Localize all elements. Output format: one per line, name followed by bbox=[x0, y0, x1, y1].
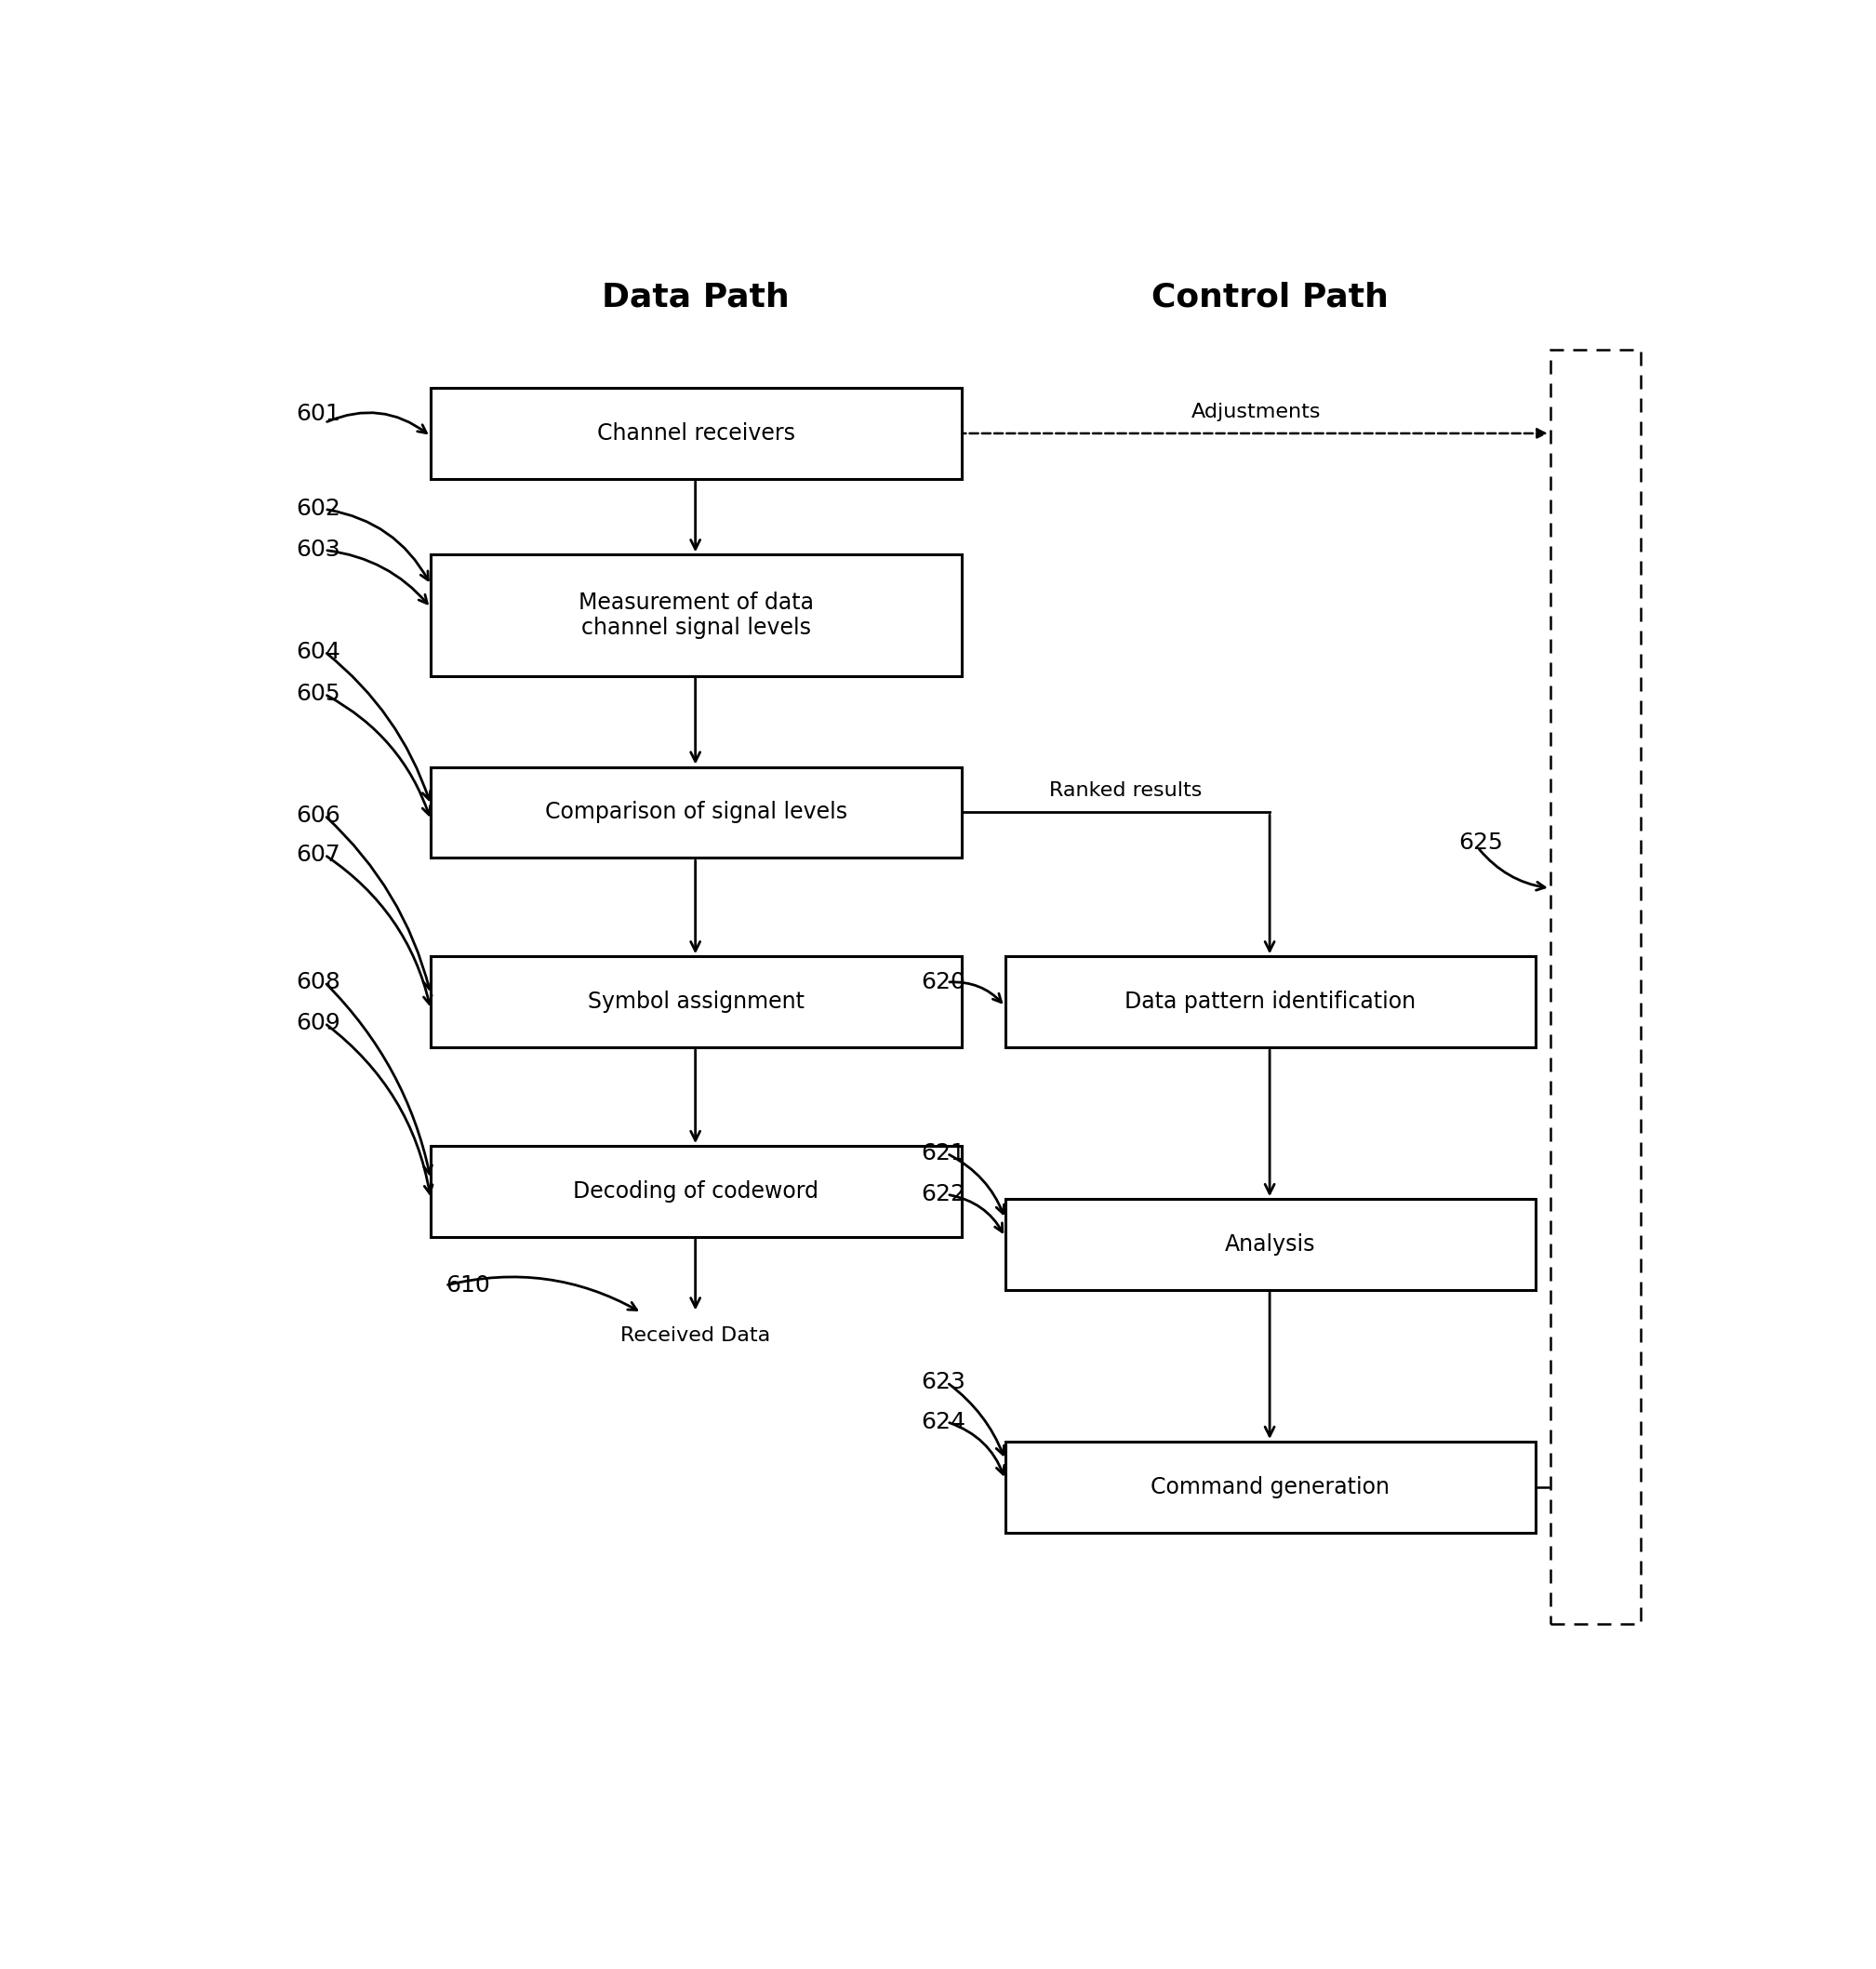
Text: 604: 604 bbox=[296, 640, 340, 664]
Text: 623: 623 bbox=[921, 1370, 966, 1394]
Text: 620: 620 bbox=[921, 971, 966, 994]
Text: Received Data: Received Data bbox=[621, 1327, 771, 1345]
Text: 603: 603 bbox=[296, 540, 340, 561]
Text: Measurement of data
channel signal levels: Measurement of data channel signal level… bbox=[578, 591, 814, 640]
FancyBboxPatch shape bbox=[431, 957, 961, 1048]
Text: 609: 609 bbox=[296, 1012, 340, 1034]
FancyBboxPatch shape bbox=[1006, 1199, 1536, 1290]
Text: Comparison of signal levels: Comparison of signal levels bbox=[544, 801, 848, 823]
Text: 621: 621 bbox=[921, 1142, 966, 1166]
FancyBboxPatch shape bbox=[1006, 957, 1536, 1048]
Text: 608: 608 bbox=[296, 971, 340, 994]
Text: 605: 605 bbox=[296, 683, 340, 705]
Text: 601: 601 bbox=[296, 402, 340, 425]
FancyBboxPatch shape bbox=[431, 768, 961, 858]
Text: 607: 607 bbox=[296, 843, 340, 866]
Text: Analysis: Analysis bbox=[1225, 1233, 1315, 1256]
Text: Control Path: Control Path bbox=[1152, 282, 1388, 313]
Text: 606: 606 bbox=[296, 803, 340, 827]
Text: Data pattern identification: Data pattern identification bbox=[1126, 990, 1416, 1014]
Text: Decoding of codeword: Decoding of codeword bbox=[574, 1179, 820, 1203]
Text: 610: 610 bbox=[445, 1274, 490, 1298]
FancyBboxPatch shape bbox=[431, 1146, 961, 1237]
FancyBboxPatch shape bbox=[1006, 1441, 1536, 1532]
Text: 622: 622 bbox=[921, 1183, 966, 1205]
Text: Ranked results: Ranked results bbox=[1049, 782, 1201, 799]
Text: Symbol assignment: Symbol assignment bbox=[587, 990, 805, 1014]
FancyBboxPatch shape bbox=[431, 388, 961, 478]
Text: 625: 625 bbox=[1460, 831, 1503, 855]
Text: Command generation: Command generation bbox=[1150, 1477, 1390, 1498]
Text: Data Path: Data Path bbox=[602, 282, 790, 313]
Text: 602: 602 bbox=[296, 498, 340, 520]
Text: 624: 624 bbox=[921, 1410, 966, 1433]
Text: Channel receivers: Channel receivers bbox=[597, 421, 795, 445]
Bar bbox=[1550, 350, 1640, 1624]
Text: Adjustments: Adjustments bbox=[1191, 402, 1321, 421]
FancyBboxPatch shape bbox=[431, 555, 961, 675]
